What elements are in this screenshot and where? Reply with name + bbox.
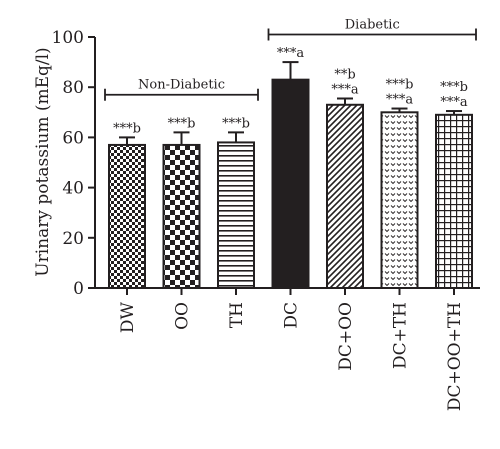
y-tick-label: 100 [52,28,84,48]
bar [435,113,473,289]
x-tick-label: DC+OO+TH [445,302,465,411]
x-tick-label: TH [227,302,247,328]
significance-label: ***a [386,93,414,108]
bar [108,143,146,289]
x-tick-label: DC+TH [391,302,411,369]
y-tick-label: 40 [62,179,84,199]
significance-label: ***b [168,116,196,131]
significance-label: ***b [113,121,141,136]
y-tick-label: 20 [62,229,84,249]
significance-label: ***a [331,82,359,97]
bar [162,143,201,289]
significance-label: ***a [440,95,468,110]
x-tick-label: OO [173,302,193,330]
group-label: Diabetic [345,17,400,32]
significance-label: ***b [386,78,414,93]
significance-label: ***b [222,116,250,131]
x-tick-label: DW [118,301,138,333]
y-axis-title: Urinary potassium (mEq/l) [33,47,53,276]
x-tick-label: DC+OO [336,302,356,371]
bar [380,111,419,289]
y-tick-label: 0 [73,279,84,299]
x-tick-label: DC [282,302,302,329]
y-tick-label: 60 [62,128,84,148]
significance-label: **b [334,67,355,82]
y-tick-label: 80 [62,78,84,98]
bar [271,78,310,289]
significance-label: ***b [440,80,468,95]
group-label: Non-Diabetic [138,78,225,93]
significance-label: ***a [277,46,305,61]
bar [217,141,255,289]
bar [326,103,364,289]
